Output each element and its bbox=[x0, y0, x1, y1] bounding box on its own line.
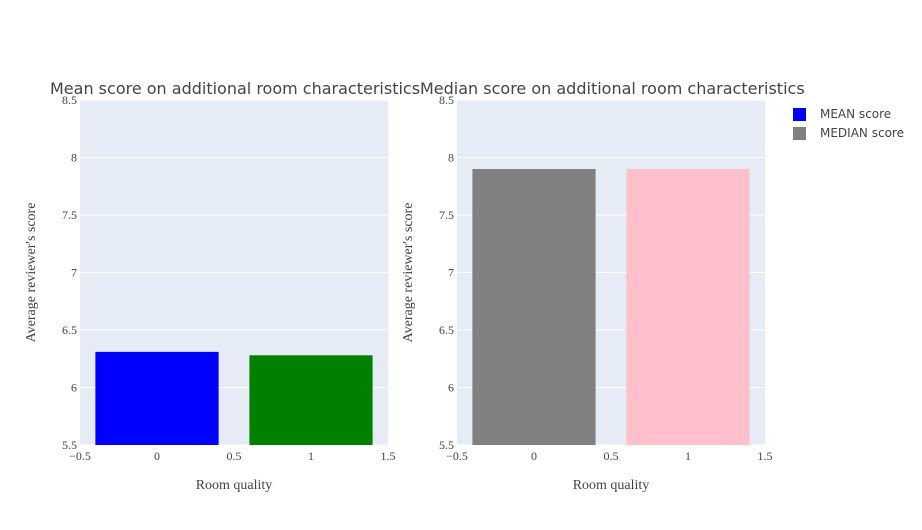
bar-1-0 bbox=[95, 351, 219, 445]
y-tick-label: 6.5 bbox=[62, 323, 77, 337]
y-tick-label: 8 bbox=[71, 151, 77, 165]
y-tick-label: 5.5 bbox=[62, 438, 77, 452]
legend-swatch-1 bbox=[793, 108, 806, 121]
bar-2-0 bbox=[472, 169, 596, 445]
y-axis-title-2: Average reviewer's score bbox=[401, 203, 416, 343]
y-tick-label: 8 bbox=[448, 151, 454, 165]
chart-title-1: Mean score on additional room characteri… bbox=[50, 79, 420, 98]
legend-label-2: MEDIAN score bbox=[820, 126, 904, 140]
legend-swatch-2 bbox=[793, 127, 806, 140]
y-tick-label: 8.5 bbox=[62, 93, 77, 107]
chart-title-2: Median score on additional room characte… bbox=[420, 79, 805, 98]
x-tick-label: 1 bbox=[308, 449, 314, 463]
x-tick-label: 1.5 bbox=[381, 449, 396, 463]
y-tick-label: 6 bbox=[71, 381, 77, 395]
x-tick-label: 1 bbox=[685, 449, 691, 463]
y-tick-label: 7 bbox=[448, 266, 454, 280]
x-tick-label: 0 bbox=[154, 449, 160, 463]
legend-label-1: MEAN score bbox=[820, 107, 891, 121]
y-axis-title-1: Average reviewer's score bbox=[24, 203, 39, 343]
x-axis-title-1: Room quality bbox=[196, 478, 273, 493]
bar-1-1 bbox=[249, 355, 373, 445]
y-tick-label: 7 bbox=[71, 266, 77, 280]
y-tick-label: 8.5 bbox=[439, 93, 454, 107]
x-tick-label: 1.5 bbox=[758, 449, 773, 463]
x-tick-label: 0.5 bbox=[227, 449, 242, 463]
x-tick-label: 0.5 bbox=[604, 449, 619, 463]
y-tick-label: 6.5 bbox=[439, 323, 454, 337]
y-tick-label: 5.5 bbox=[439, 438, 454, 452]
x-tick-label: −0.5 bbox=[446, 449, 468, 463]
bar-2-1 bbox=[626, 169, 750, 445]
x-tick-label: −0.5 bbox=[69, 449, 91, 463]
y-tick-label: 7.5 bbox=[439, 208, 454, 222]
y-tick-label: 7.5 bbox=[62, 208, 77, 222]
x-tick-label: 0 bbox=[531, 449, 537, 463]
y-tick-label: 6 bbox=[448, 381, 454, 395]
x-axis-title-2: Room quality bbox=[573, 478, 650, 493]
